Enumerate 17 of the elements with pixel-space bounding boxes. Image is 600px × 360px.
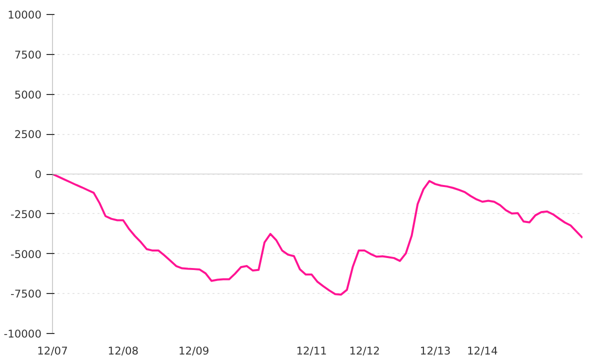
x-tick-label: 12/09 bbox=[178, 344, 210, 358]
line-series bbox=[52, 173, 582, 296]
y-tick-label: -7500 bbox=[10, 288, 42, 301]
y-tick-label: 5000 bbox=[14, 88, 42, 102]
x-tick-label: 12/11 bbox=[296, 344, 327, 358]
x-tick-label: 12/14 bbox=[467, 344, 498, 358]
y-tick-label: 0 bbox=[34, 168, 42, 181]
y-tick-label: 7500 bbox=[14, 48, 42, 62]
y-tick-label: -10000 bbox=[4, 328, 42, 340]
y-tick-label: 10000 bbox=[8, 8, 42, 22]
y-tick-label: 2500 bbox=[14, 128, 42, 142]
y-tick-label: -2500 bbox=[10, 208, 42, 221]
x-tick-label: 12/08 bbox=[108, 344, 139, 358]
x-tick-label: 12/12 bbox=[349, 344, 380, 358]
x-tick-label: 12/07 bbox=[37, 344, 68, 358]
y-tick-label: -5000 bbox=[10, 248, 42, 261]
x-tick-label: 12/13 bbox=[420, 344, 451, 358]
